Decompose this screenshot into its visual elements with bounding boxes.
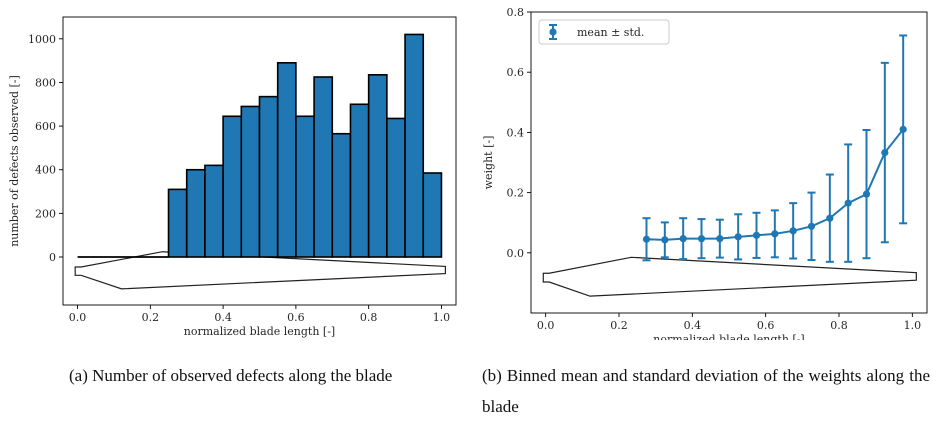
- histogram-bar: [349, 103, 370, 258]
- hist-x-tick-label: 0.0: [69, 311, 87, 324]
- mean-point: [679, 235, 687, 243]
- hist-y-tick-label: 1000: [28, 33, 56, 46]
- histogram-bar: [422, 172, 443, 258]
- weight-axes-frame: [530, 11, 928, 314]
- weight-y-tick-label: 0.2: [507, 187, 525, 200]
- mean-point: [862, 190, 871, 198]
- histogram-bar: [185, 168, 206, 258]
- weight-x-tick-label: 0.2: [610, 319, 628, 332]
- hist-x-tick-label: 0.8: [360, 311, 378, 324]
- caption-a: (a) Number of observed defects along the…: [69, 366, 393, 385]
- hist-x-tick-label: 0.2: [142, 311, 160, 324]
- mean-point: [899, 125, 907, 133]
- histogram-bar: [240, 105, 261, 258]
- mean-point: [642, 235, 651, 243]
- weight-x-tick-label: 0.8: [830, 319, 848, 332]
- histogram-bar: [367, 74, 388, 258]
- figure: 0.0 0.2 0.4 0.6 0.8 1.0 0 200 400 600 800 1000 norma…: [8, 6, 928, 340]
- mean-point: [807, 222, 816, 230]
- mean-point: [881, 148, 889, 157]
- weight-errorbar-panel: mean ± std. 0.0 0.2 0.4 0.6 0.8 1.0 0.0 0.2 0.4 0.…: [482, 6, 928, 340]
- histogram-bar: [313, 76, 334, 258]
- histogram-bar: [331, 132, 352, 258]
- hist-y-tick-label: 600: [35, 120, 56, 133]
- hist-y-tick-label: 200: [35, 207, 56, 220]
- mean-point: [771, 230, 779, 238]
- histogram-bar: [276, 62, 297, 258]
- hist-x-tick-label: 0.4: [214, 311, 232, 324]
- weight-x-tick-label: 0.6: [757, 319, 775, 332]
- hist-y-tick-label: 0: [49, 251, 56, 264]
- hist-y-tick-label: 400: [35, 164, 56, 177]
- histogram-bar: [204, 164, 224, 258]
- hist-blade-outline: [74, 251, 446, 290]
- histogram-bar: [258, 95, 279, 258]
- weight-y-axis-label: weight [-]: [482, 136, 495, 190]
- mean-point: [661, 236, 669, 244]
- weight-y-tick-label: 0.6: [507, 66, 525, 79]
- hist-x-tick-label: 1.0: [433, 311, 451, 324]
- mean-point: [826, 214, 834, 222]
- histogram-bar: [404, 33, 425, 258]
- legend-box: [538, 19, 670, 45]
- weight-y-tick-label: 0.4: [507, 126, 525, 139]
- histogram-bar: [167, 188, 188, 258]
- histogram-panel: 0.0 0.2 0.4 0.6 0.8 1.0 0 200 400 600 800 1000 norma…: [8, 16, 457, 338]
- mean-point: [844, 199, 852, 207]
- weight-blade-outline: [542, 256, 917, 297]
- weight-y-tick-label: 0.0: [507, 247, 525, 260]
- hist-axes-frame: [62, 16, 457, 306]
- histogram-bar: [222, 115, 243, 258]
- weight-x-tick-label: 0.4: [684, 319, 702, 332]
- mean-point: [716, 235, 724, 243]
- mean-point: [734, 233, 742, 241]
- hist-x-axis-label: normalized blade length [-]: [184, 325, 335, 338]
- mean-point: [697, 235, 706, 243]
- legend-label: mean ± std.: [577, 26, 644, 39]
- legend-marker: [549, 28, 557, 36]
- hist-y-axis-label: number of defects observed [-]: [8, 75, 21, 247]
- weight-x-tick-label: 1.0: [904, 319, 922, 332]
- histogram-bar: [386, 117, 406, 258]
- mean-point: [752, 231, 761, 239]
- hist-x-tick-label: 0.6: [287, 311, 305, 324]
- hist-y-tick-label: 800: [35, 76, 56, 89]
- caption-b: (b) Binned mean and standard deviation o…: [482, 366, 930, 416]
- weight-y-tick-label: 0.8: [507, 6, 525, 19]
- weight-x-axis-label: normalized blade length [-]: [653, 333, 804, 340]
- histogram-bar: [295, 115, 315, 258]
- weight-x-tick-label: 0.0: [537, 319, 555, 332]
- mean-point: [789, 227, 797, 235]
